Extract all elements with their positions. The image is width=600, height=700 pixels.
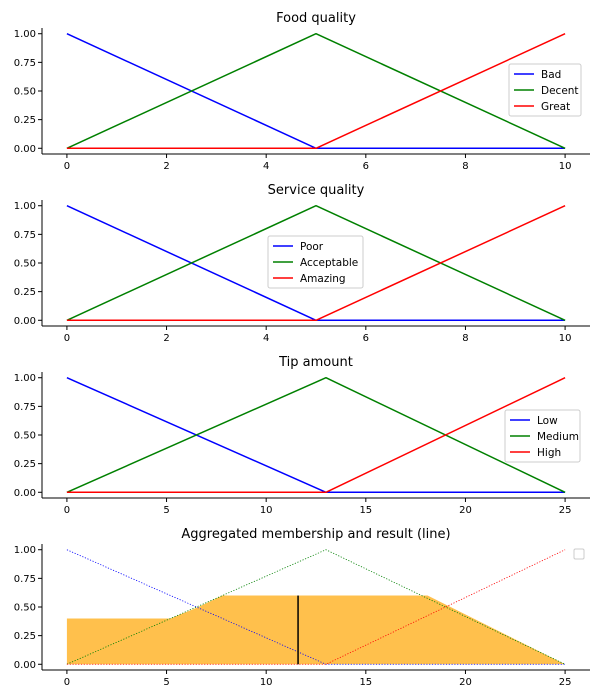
- x-tick-label: 5: [163, 505, 169, 516]
- y-tick-label: 0.50: [14, 87, 36, 98]
- y-tick-label: 0.75: [14, 402, 36, 413]
- legend-frame-empty: [573, 548, 585, 560]
- y-tick-label: 0.75: [14, 230, 36, 241]
- legend-label-amazing: Amazing: [300, 273, 346, 285]
- x-tick-label: 8: [462, 161, 468, 172]
- subplot-2: Service quality 0 2 4 6 8 10 0.00 0.25 0.50 0.75 1.…: [14, 183, 590, 344]
- y-tick-label: 0.75: [14, 574, 36, 585]
- y-tick-label: 0.50: [14, 259, 36, 270]
- aggregated-membership-area: [66, 595, 566, 665]
- x-tick-label: 0: [64, 505, 70, 516]
- y-tick-label: 0.25: [14, 459, 36, 470]
- legend-label-great: Great: [541, 101, 570, 113]
- legend: Poor Acceptable Amazing: [267, 235, 364, 289]
- legend-label-decent: Decent: [541, 85, 579, 97]
- x-tick-label: 0: [64, 333, 70, 344]
- chart-title: Service quality: [268, 183, 365, 198]
- y-tick-label: 0.50: [14, 603, 36, 614]
- x-tick-label: 0: [64, 161, 70, 172]
- series-line-bad: [66, 33, 566, 150]
- y-tick-label: 0.00: [14, 660, 36, 671]
- legend: Low Medium High: [504, 409, 581, 463]
- legend-frame: [508, 63, 582, 117]
- x-tick-label: 25: [559, 505, 572, 516]
- x-tick-label: 10: [260, 505, 273, 516]
- x-tick-label: 20: [459, 505, 472, 516]
- x-tick-label: 2: [163, 161, 169, 172]
- series-line-high: [66, 377, 566, 494]
- legend-frame: [504, 409, 581, 463]
- x-tick-label: 10: [260, 677, 273, 688]
- legend-label-medium: Medium: [537, 431, 579, 443]
- y-tick-label: 1.00: [14, 29, 36, 40]
- legend-frame: [267, 235, 364, 289]
- legend-label-bad: Bad: [541, 69, 561, 81]
- reference-line-1: [66, 549, 566, 665]
- y-tick-label: 0.25: [14, 631, 36, 642]
- series-line-amazing: [66, 205, 566, 322]
- series-line-low: [66, 377, 566, 494]
- chart-title: Aggregated membership and result (line): [181, 527, 450, 542]
- legend: Bad Decent Great: [508, 63, 582, 117]
- x-tick-label: 10: [559, 161, 572, 172]
- x-tick-label: 15: [359, 505, 372, 516]
- x-tick-label: 20: [459, 677, 472, 688]
- legend-label-acceptable: Acceptable: [300, 257, 358, 269]
- legend: [573, 548, 585, 560]
- series-line-medium: [66, 376, 566, 493]
- subplot-3: Tip amount 0 5 10 15 20 25 0.00 0.25 0.50 0.75 1.00…: [14, 355, 590, 516]
- y-tick-label: 1.00: [14, 545, 36, 556]
- legend-label-low: Low: [537, 415, 558, 427]
- x-tick-label: 8: [462, 333, 468, 344]
- y-tick-label: 0.25: [14, 115, 36, 126]
- y-tick-label: 0.75: [14, 58, 36, 69]
- y-tick-label: 1.00: [14, 201, 36, 212]
- subplot-1: Food quality 0 2 4 6 8 10 0.00 0.25 0.50 0.75 1.00 B…: [14, 11, 590, 172]
- x-tick-label: 6: [363, 161, 369, 172]
- reference-line-2: [66, 549, 566, 665]
- chart-title: Tip amount: [278, 355, 353, 370]
- series-line-acceptable: [66, 204, 566, 321]
- x-tick-label: 0: [64, 677, 70, 688]
- chart-title: Food quality: [276, 11, 356, 26]
- subplot-4: Aggregated membership and result (line) 0…: [14, 527, 590, 688]
- y-tick-label: 0.50: [14, 431, 36, 442]
- x-tick-label: 4: [263, 161, 269, 172]
- x-tick-label: 4: [263, 333, 269, 344]
- series-line-great: [66, 33, 566, 150]
- y-tick-label: 0.00: [14, 144, 36, 155]
- x-tick-label: 25: [559, 677, 572, 688]
- x-tick-label: 6: [363, 333, 369, 344]
- series-line-decent: [66, 32, 566, 149]
- x-tick-label: 15: [359, 677, 372, 688]
- x-tick-label: 5: [163, 677, 169, 688]
- y-tick-label: 1.00: [14, 373, 36, 384]
- x-tick-label: 2: [163, 333, 169, 344]
- y-tick-label: 0.25: [14, 287, 36, 298]
- legend-label-poor: Poor: [300, 241, 324, 253]
- legend-label-high: High: [537, 447, 561, 459]
- y-tick-label: 0.00: [14, 316, 36, 327]
- y-tick-label: 0.00: [14, 488, 36, 499]
- x-tick-label: 10: [559, 333, 572, 344]
